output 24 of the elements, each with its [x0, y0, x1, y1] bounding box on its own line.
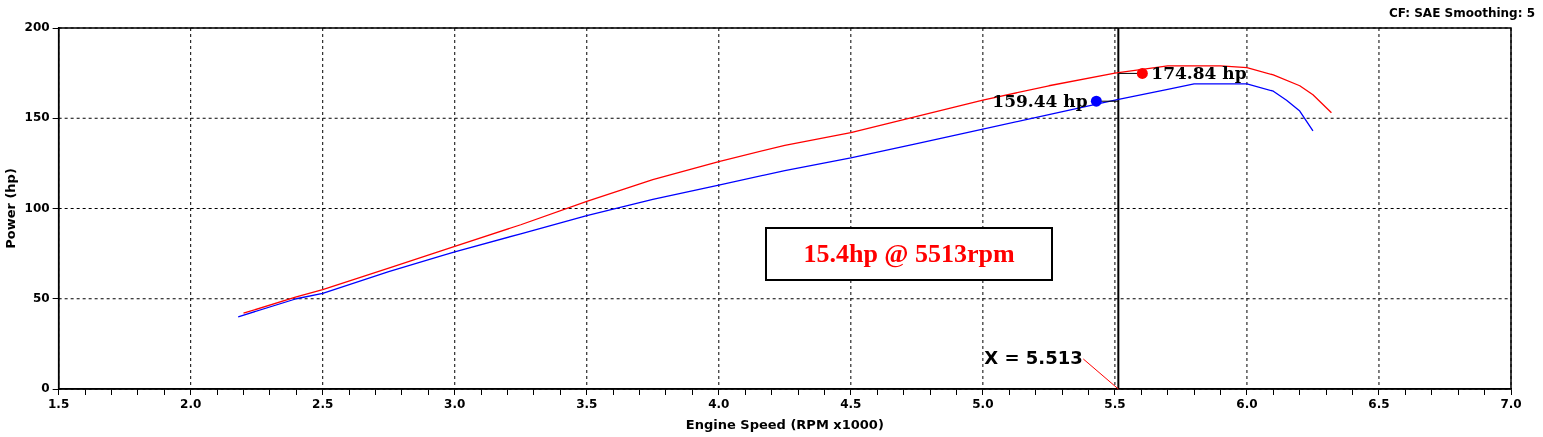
y-axis-title: Power (hp): [3, 168, 19, 249]
x-tick-label: 7.0: [1500, 397, 1522, 412]
x-tick-label: 2.0: [180, 397, 202, 412]
x-tick-label: 4.5: [840, 397, 862, 412]
annotation: 174.84 hp: [1151, 63, 1247, 84]
x-tick-label: 5.0: [972, 397, 994, 412]
x-tick-label: 2.5: [312, 397, 334, 412]
y-tick-label: 0: [41, 381, 50, 396]
x-tick-label: 6.0: [1236, 397, 1258, 412]
y-tick-label: 50: [32, 290, 50, 305]
y-tick-label: 200: [24, 20, 50, 35]
y-tick-label: 150: [24, 110, 50, 125]
text: CF: SAE Smoothing: 5: [1388, 6, 1535, 20]
x-axis-title: Engine Speed (RPM x1000): [685, 416, 884, 432]
ref-line-label: X = 5.513: [984, 347, 1083, 368]
x-tick-label: 3.5: [576, 397, 598, 412]
x-tick-label: 3.0: [444, 397, 466, 412]
x-tick-label: 6.5: [1368, 397, 1390, 412]
x-tick-label: 1.5: [48, 397, 70, 412]
x-tick-label: 5.5: [1104, 397, 1126, 412]
x-tick-label: 4.0: [708, 397, 730, 412]
annotation: 15.4hp @ 5513rpm: [765, 226, 1053, 281]
y-tick-label: 100: [24, 200, 50, 215]
annotation: 159.44 hp: [992, 91, 1088, 112]
